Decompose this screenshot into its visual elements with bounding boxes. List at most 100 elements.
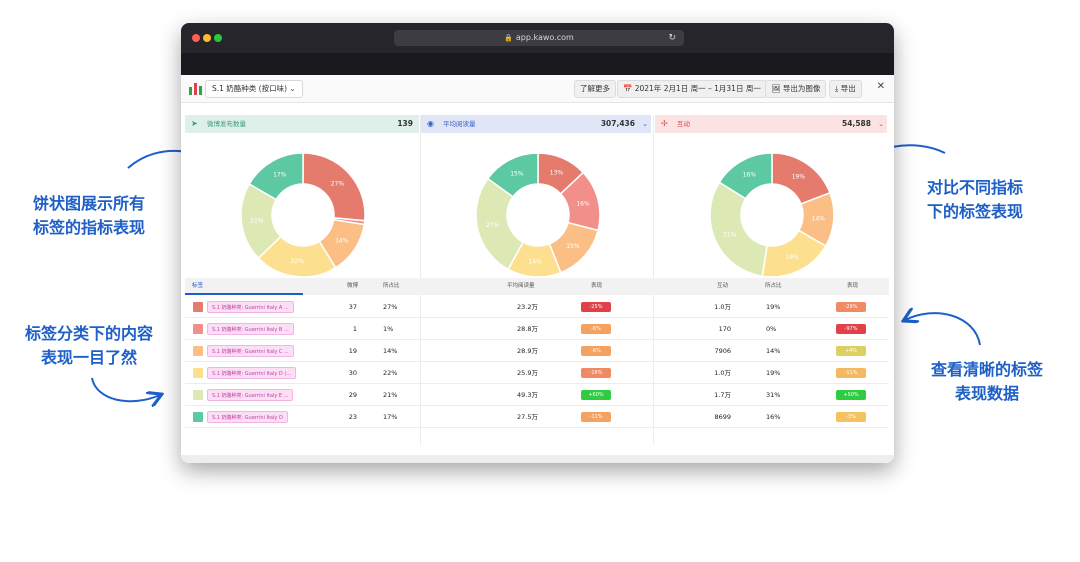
close-icon[interactable]: ✕ [876,81,885,92]
cell-share: 22% [383,369,398,377]
panel-header-posts[interactable]: ➤ 微博发布数量 139 [185,115,419,133]
tag-color-swatch [193,368,203,378]
cell-interactions: 8699 [714,413,731,421]
tag-color-swatch [193,412,203,422]
pie-slice-label: 16% [743,171,757,178]
active-column-underline [185,293,303,295]
pie-slice[interactable] [709,181,768,278]
learn-more-button[interactable]: 了解更多 [574,80,616,98]
tag-color-swatch [193,346,203,356]
cell-avg-reads: 28.9万 [517,347,538,355]
pie-slice[interactable] [475,177,525,271]
interaction-icon: ✢ [661,119,668,128]
cell-interactions: 7906 [714,347,731,355]
tag-chip[interactable]: S.1 奶酪种类: Guerrini Italy B ... [207,323,294,335]
export-image-button[interactable]: 🖼 导出为图像 [765,80,827,98]
table-row[interactable]: S.1 奶酪种类: Guerrini Italy C ... 19 14% 28… [185,340,889,362]
pie-slice-label: 14% [812,216,826,223]
tag-group-select[interactable]: S.1 奶酪种类 (按口味) ⌄ [205,80,303,98]
pie-slice[interactable] [248,152,304,201]
cell-avg-reads: 23.2万 [517,303,538,311]
donut-charts: 27% 14% 22% 21% 17% 13% 16% 15% 14% 27% 15% 19% 14% 1… [240,152,835,278]
tag-chip[interactable]: S.1 奶酪种类: Guerrini Italy C ... [207,345,294,357]
app-footer-bar [181,455,894,463]
performance-badge: -29% [836,302,866,312]
cell-share: 14% [766,347,781,355]
cell-share: 21% [383,391,398,399]
tag-chip[interactable]: S.1 奶酪种类: Guerrini Italy O [207,411,288,423]
table-row[interactable]: S.1 奶酪种类: Guerrini Italy B ... 1 1% 28.8… [185,318,889,340]
address-bar[interactable]: 🔒 app.kawo.com ↻ [394,30,684,46]
col-header-share[interactable]: 所占比 [383,283,400,289]
chevron-down-icon[interactable]: ⌄ [878,120,884,128]
annotation-line: 表现一目了然 [40,348,137,367]
cell-avg-reads: 25.9万 [517,369,538,377]
maximize-window-dot[interactable] [214,34,222,42]
tag-chip[interactable]: S.1 奶酪种类: Guerrini Italy D (... [207,367,297,379]
cell-share: 1% [383,325,394,333]
table-row[interactable]: S.1 奶酪种类: Guerrini Italy A ... 37 27% 23… [185,296,889,318]
report-toolbar: S.1 奶酪种类 (按口味) ⌄ 了解更多 📅 2021年 2月1日 周一 – … [181,75,894,103]
panel-header-avg-reads[interactable]: ◉ 平均阅读量 307,436 ⌄ [421,115,651,133]
panel-total: 54,588 [842,119,871,128]
panel-header-interactions[interactable]: ✢ 互动 54,588 ⌄ [655,115,887,133]
eye-icon: ◉ [427,119,434,128]
performance-badge: -3% [836,412,866,422]
pie-slice[interactable] [486,152,539,198]
pie-slice-label: 17% [273,172,287,179]
cell-share: 0% [766,325,777,333]
annotation-line: 标签的指标表现 [32,218,145,237]
pie-slice[interactable] [718,152,773,200]
cell-share: 17% [383,413,398,421]
arrow-to-table [91,377,160,401]
panel-total: 139 [397,119,413,128]
send-icon: ➤ [191,119,198,128]
col-header-share[interactable]: 所占比 [765,283,782,289]
cell-interactions: 1.0万 [714,369,731,377]
browser-window: 🔒 app.kawo.com ↻ S.1 奶酪种类 (按口味) ⌄ 了解更多 📅 … [181,23,894,463]
reload-icon[interactable]: ↻ [668,33,676,43]
cell-share: 19% [766,369,781,377]
annotation-line: 查看清晰的标签 [930,360,1043,379]
cell-interactions: 1.0万 [714,303,731,311]
chevron-down-icon[interactable]: ⌄ [642,120,648,128]
pie-slice-label: 14% [528,258,542,265]
col-header-avg-reads[interactable]: 平均阅读量 [507,283,535,289]
col-header-tag[interactable]: 标签 [192,283,204,289]
col-header-performance[interactable]: 表现 [591,283,603,289]
performance-badge: -6% [581,346,611,356]
minimize-window-dot[interactable] [203,34,211,42]
table-row[interactable]: S.1 奶酪种类: Guerrini Italy O 23 17% 27.5万 … [185,406,889,428]
pie-slice-label: 27% [331,181,345,188]
tag-chip[interactable]: S.1 奶酪种类: Guerrini Italy E ... [207,389,294,401]
cell-avg-reads: 49.3万 [517,391,538,399]
performance-badge: +60% [581,390,611,400]
pie-slice-label: 14% [335,238,349,245]
col-header-performance[interactable]: 表现 [847,283,859,289]
performance-badge: -97% [836,324,866,334]
lock-icon: 🔒 [504,34,513,42]
col-header-interactions[interactable]: 互动 [717,283,729,289]
tag-chip[interactable]: S.1 奶酪种类: Guerrini Italy A ... [207,301,294,313]
annotation-pie-description: 饼状图展示所有 标签的指标表现 [14,192,164,240]
annotation-line: 下的标签表现 [926,202,1023,221]
close-window-dot[interactable] [192,34,200,42]
pie-slice-label: 15% [566,243,580,250]
performance-badge: -11% [581,412,611,422]
app-content: S.1 奶酪种类 (按口味) ⌄ 了解更多 📅 2021年 2月1日 周一 – … [181,75,894,463]
table-row[interactable]: S.1 奶酪种类: Guerrini Italy D (... 30 22% 2… [185,362,889,384]
tab-strip [181,53,894,75]
col-header-posts[interactable]: 微博 [347,283,359,289]
pie-slice-label: 27% [486,222,500,229]
export-button[interactable]: ⤓ 导出 [829,80,862,98]
panel-total: 307,436 [600,119,635,128]
cell-posts: 23 [348,413,357,421]
tag-color-swatch [193,324,203,334]
arrow-to-right-table [905,313,981,346]
performance-badge: -6% [581,324,611,334]
pie-slice-label: 22% [291,258,305,265]
table-row[interactable]: S.1 奶酪种类: Guerrini Italy E ... 29 21% 49… [185,384,889,406]
cell-share: 16% [766,413,781,421]
date-range-picker[interactable]: 📅 2021年 2月1日 周一 – 1月31日 周一 [617,80,767,98]
pie-slice-label: 19% [785,254,799,261]
